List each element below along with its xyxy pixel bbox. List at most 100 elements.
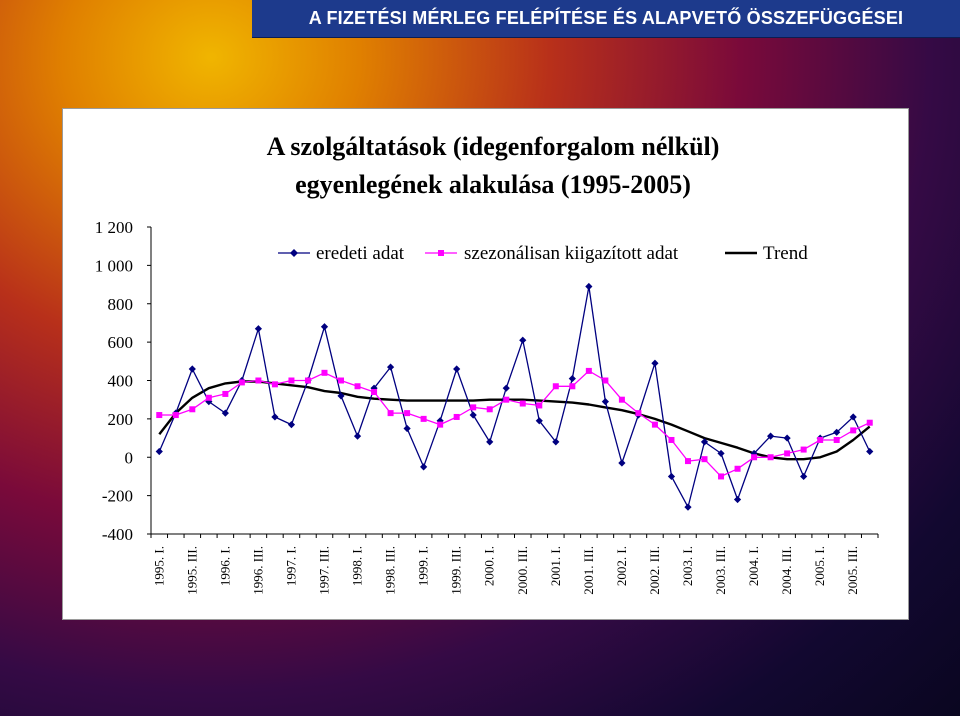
data-point xyxy=(750,449,758,458)
data-point xyxy=(387,410,394,417)
data-point xyxy=(321,369,328,376)
data-point xyxy=(568,374,576,383)
legend-item-2: szezonálisan kiigazított adat xyxy=(425,243,679,264)
data-point xyxy=(733,495,742,504)
legend-item-1: eredeti adat xyxy=(278,243,405,264)
data-point xyxy=(535,417,543,425)
data-point xyxy=(172,412,179,419)
data-point xyxy=(221,409,229,417)
data-point xyxy=(651,421,658,428)
series-line xyxy=(158,380,871,461)
data-point xyxy=(502,384,510,392)
data-point xyxy=(833,428,841,436)
data-point xyxy=(701,456,708,463)
data-point xyxy=(784,450,791,457)
legend-marker xyxy=(290,249,298,257)
data-point xyxy=(536,402,543,409)
data-point xyxy=(453,413,460,420)
data-point xyxy=(651,359,659,367)
data-point xyxy=(751,454,758,461)
data-point xyxy=(767,454,774,461)
x-tick-label: 2005. III. xyxy=(845,546,860,595)
y-tick-label: 1 200 xyxy=(95,218,133,237)
data-point xyxy=(569,383,576,390)
data-point xyxy=(833,436,840,443)
data-point xyxy=(635,410,642,417)
data-point xyxy=(817,436,824,443)
x-tick-label: 2002. III. xyxy=(647,546,662,595)
data-point xyxy=(486,406,493,413)
x-tick-label: 2000. I. xyxy=(482,546,497,586)
data-point xyxy=(155,447,163,456)
chart-frame: A szolgáltatások (idegenforgalom nélkül)… xyxy=(62,108,909,620)
chart-area: A szolgáltatások (idegenforgalom nélkül)… xyxy=(95,132,879,595)
data-point xyxy=(866,419,873,426)
data-point xyxy=(320,323,329,331)
data-point xyxy=(255,377,262,384)
series-3 xyxy=(158,380,871,461)
data-point xyxy=(205,394,212,401)
data-point xyxy=(271,413,279,421)
x-tick-label: 1995. III. xyxy=(184,546,199,595)
y-tick-label: 600 xyxy=(108,333,134,352)
data-point xyxy=(519,400,526,407)
data-point xyxy=(684,503,692,511)
data-point xyxy=(354,383,361,390)
header-title: A FIZETÉSI MÉRLEG FELÉPÍTÉSE ÉS ALAPVETŐ… xyxy=(308,8,904,28)
data-point xyxy=(337,392,345,400)
data-point xyxy=(866,447,874,456)
x-tick-label: 2003. I. xyxy=(680,546,695,586)
data-point xyxy=(734,465,741,472)
data-point xyxy=(552,383,559,390)
y-tick-label: 400 xyxy=(108,372,134,391)
data-point xyxy=(338,377,345,384)
data-point xyxy=(188,365,196,373)
data-point xyxy=(436,417,444,425)
data-point xyxy=(420,463,428,471)
y-tick-label: 800 xyxy=(108,295,134,314)
x-tick-label: 1996. I. xyxy=(217,546,232,586)
data-point xyxy=(189,406,196,413)
header-bar: A FIZETÉSI MÉRLEG FELÉPÍTÉSE ÉS ALAPVETŐ… xyxy=(252,0,960,38)
data-point xyxy=(800,472,808,481)
x-tick-label: 2001. I. xyxy=(548,546,563,586)
data-point xyxy=(404,410,411,417)
data-point xyxy=(618,459,626,467)
legend-item-3: Trend xyxy=(725,243,808,264)
y-tick-label: -200 xyxy=(102,487,133,506)
y-tick-label: 1 000 xyxy=(95,256,133,275)
data-point xyxy=(700,438,709,446)
x-tick-label: 2004. I. xyxy=(746,546,761,586)
data-point xyxy=(585,282,593,291)
data-point xyxy=(503,396,510,403)
data-point xyxy=(254,325,262,333)
legend-label: szezonálisan kiigazított adat xyxy=(464,243,679,264)
x-tick-label: 2000. III. xyxy=(515,546,530,595)
data-point xyxy=(205,398,213,406)
x-tick-label: 2002. I. xyxy=(614,546,629,586)
y-axis: -400 -200 0 200 400 600 800 1 000 1 200 xyxy=(95,218,152,544)
data-point xyxy=(287,421,296,429)
data-point xyxy=(667,472,676,481)
x-tick-label: 1997. III. xyxy=(316,546,331,595)
x-tick-label: 1999. I. xyxy=(416,546,431,586)
legend-label: Trend xyxy=(763,243,808,264)
data-point xyxy=(271,381,278,388)
data-point xyxy=(585,367,592,374)
data-point xyxy=(222,390,229,397)
data-point xyxy=(718,473,725,480)
data-point xyxy=(304,377,311,384)
data-point xyxy=(684,458,691,465)
data-point xyxy=(601,398,609,406)
data-point xyxy=(618,396,625,403)
x-tick-label: 1996. III. xyxy=(250,546,265,595)
data-point xyxy=(420,415,427,422)
data-point xyxy=(767,432,775,440)
chart-title: A szolgáltatások (idegenforgalom nélkül)… xyxy=(267,132,720,199)
data-point xyxy=(238,379,245,386)
data-point xyxy=(453,365,461,373)
x-tick-label: 2004. III. xyxy=(779,546,794,595)
series-1 xyxy=(155,282,874,511)
data-point xyxy=(717,449,725,458)
y-tick-label: 0 xyxy=(125,448,134,467)
